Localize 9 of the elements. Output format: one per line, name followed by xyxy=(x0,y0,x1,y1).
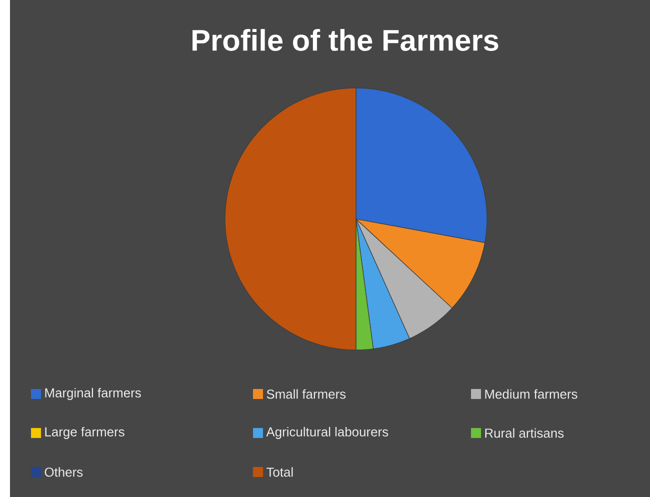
legend-label: Rural artisans xyxy=(485,428,564,438)
legend-label: Large farmers xyxy=(45,426,124,440)
legend-label: Total xyxy=(266,467,293,477)
legend-label: Medium farmers xyxy=(485,389,578,399)
legend-label: Marginal farmers xyxy=(45,388,141,400)
chart-title: Profile of the Farmers xyxy=(192,29,498,51)
legend-label: Agricultural labourers xyxy=(266,426,388,440)
legend-label: Others xyxy=(44,467,83,477)
legend-label: Small farmers xyxy=(266,389,346,399)
